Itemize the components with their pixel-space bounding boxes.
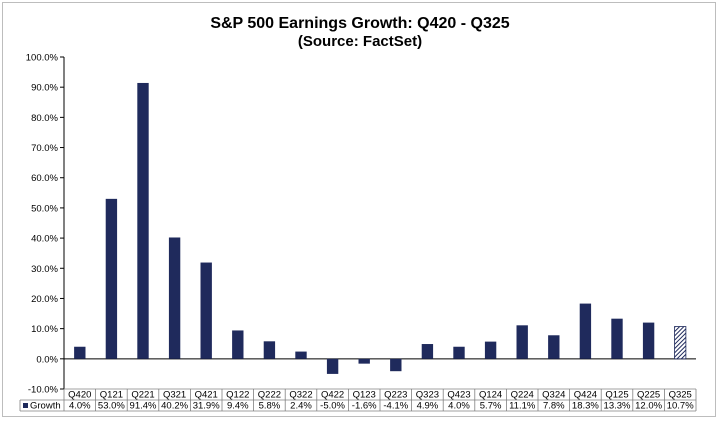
y-tick-label: 30.0%	[31, 264, 58, 275]
value-label: 4.9%	[417, 401, 439, 412]
category-label: Q321	[163, 390, 186, 401]
bar-q424	[579, 303, 592, 359]
category-label: Q124	[479, 390, 502, 401]
legend-key	[23, 403, 28, 408]
bar-q223	[390, 358, 402, 372]
category-label: Q122	[226, 390, 249, 401]
y-tick-label: 10.0%	[31, 324, 58, 335]
category-label: Q223	[384, 390, 407, 401]
bar-q123	[358, 358, 370, 364]
category-label: Q423	[447, 390, 470, 401]
category-label: Q224	[511, 390, 534, 401]
bar-q222	[263, 341, 276, 359]
y-tick-label: 70.0%	[31, 143, 58, 154]
y-tick-label: 40.0%	[31, 234, 58, 245]
bar-q125	[611, 318, 623, 359]
value-label: 7.8%	[543, 401, 565, 412]
legend-label: Growth	[30, 401, 61, 412]
y-tick-label: 80.0%	[31, 113, 58, 124]
bars	[74, 82, 687, 374]
category-label: Q225	[637, 390, 660, 401]
value-label: 13.3%	[604, 401, 631, 412]
data-table: Q4204.0%Q12153.0%Q22191.4%Q32140.2%Q4213…	[19, 388, 697, 412]
value-label: 5.7%	[480, 401, 502, 412]
chart-frame	[2, 2, 716, 417]
category-label: Q121	[100, 390, 123, 401]
category-label: Q322	[289, 390, 312, 401]
bar-q420	[74, 346, 86, 359]
chart-subtitle: (Source: FactSet)	[297, 33, 423, 50]
category-label: Q424	[574, 390, 597, 401]
bar-q422	[326, 358, 339, 374]
y-tick-label: 0.0%	[36, 354, 58, 365]
value-label: 4.0%	[69, 401, 91, 412]
bar-q324	[548, 335, 560, 359]
category-label: Q222	[258, 390, 281, 401]
y-tick-label: 50.0%	[31, 203, 58, 214]
value-label: 2.4%	[290, 401, 312, 412]
value-label: -5.0%	[320, 401, 345, 412]
bar-q421	[200, 262, 212, 359]
chart-title: S&P 500 Earnings Growth: Q420 - Q325	[210, 15, 510, 32]
category-label: Q323	[416, 390, 439, 401]
bar-q122	[232, 330, 244, 359]
value-label: 91.4%	[130, 401, 157, 412]
category-label: Q325	[669, 390, 692, 401]
category-label: Q123	[353, 390, 376, 401]
value-label: 31.9%	[193, 401, 220, 412]
category-label: Q421	[195, 390, 218, 401]
value-label: 11.1%	[509, 401, 536, 412]
value-label: 12.0%	[635, 401, 662, 412]
bar-q321	[168, 237, 181, 359]
bar-q325	[674, 326, 687, 360]
value-label: -1.6%	[352, 401, 377, 412]
bar-q323	[421, 344, 434, 359]
value-label: 40.2%	[161, 401, 188, 412]
value-label: -4.1%	[383, 401, 408, 412]
value-label: 18.3%	[572, 401, 599, 412]
y-tick-label: 90.0%	[31, 83, 58, 94]
category-label: Q125	[605, 390, 628, 401]
y-tick-label: 100.0%	[26, 53, 59, 64]
bar-q224	[516, 325, 528, 359]
value-label: 5.8%	[259, 401, 281, 412]
bar-q423	[453, 346, 465, 359]
y-axis: -10.0% 0.0% 10.0% 20.0% 30.0% 40.0% 50.0% 60.0%…	[26, 53, 696, 396]
value-label: 53.0%	[98, 401, 125, 412]
value-label: 9.4%	[227, 401, 249, 412]
category-label: Q221	[131, 390, 154, 401]
y-tick-label: -10.0%	[28, 385, 59, 396]
y-tick-label: 60.0%	[31, 173, 58, 184]
bar-q322	[295, 351, 307, 359]
category-label: Q420	[68, 390, 91, 401]
value-label: 4.0%	[448, 401, 470, 412]
category-label: Q422	[321, 390, 344, 401]
category-label: Q324	[542, 390, 565, 401]
bar-q221	[137, 82, 149, 359]
bar-q121	[105, 198, 118, 359]
y-tick-label: 20.0%	[31, 294, 58, 305]
value-label: 10.7%	[667, 401, 694, 412]
bar-q225	[642, 322, 655, 359]
bar-q124	[484, 341, 497, 359]
